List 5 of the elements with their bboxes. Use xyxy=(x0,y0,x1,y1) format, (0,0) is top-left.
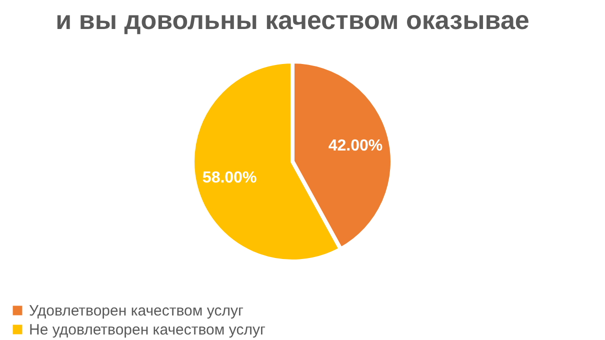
legend-label: Не удовлетворен качеством услуг xyxy=(29,322,266,338)
data-label: 42.00% xyxy=(328,137,383,154)
legend-label: Удовлетворен качеством услуг xyxy=(29,302,244,320)
data-label: 58.00% xyxy=(202,170,257,187)
chart-title: и вы довольны качеством оказывае xyxy=(56,5,530,35)
